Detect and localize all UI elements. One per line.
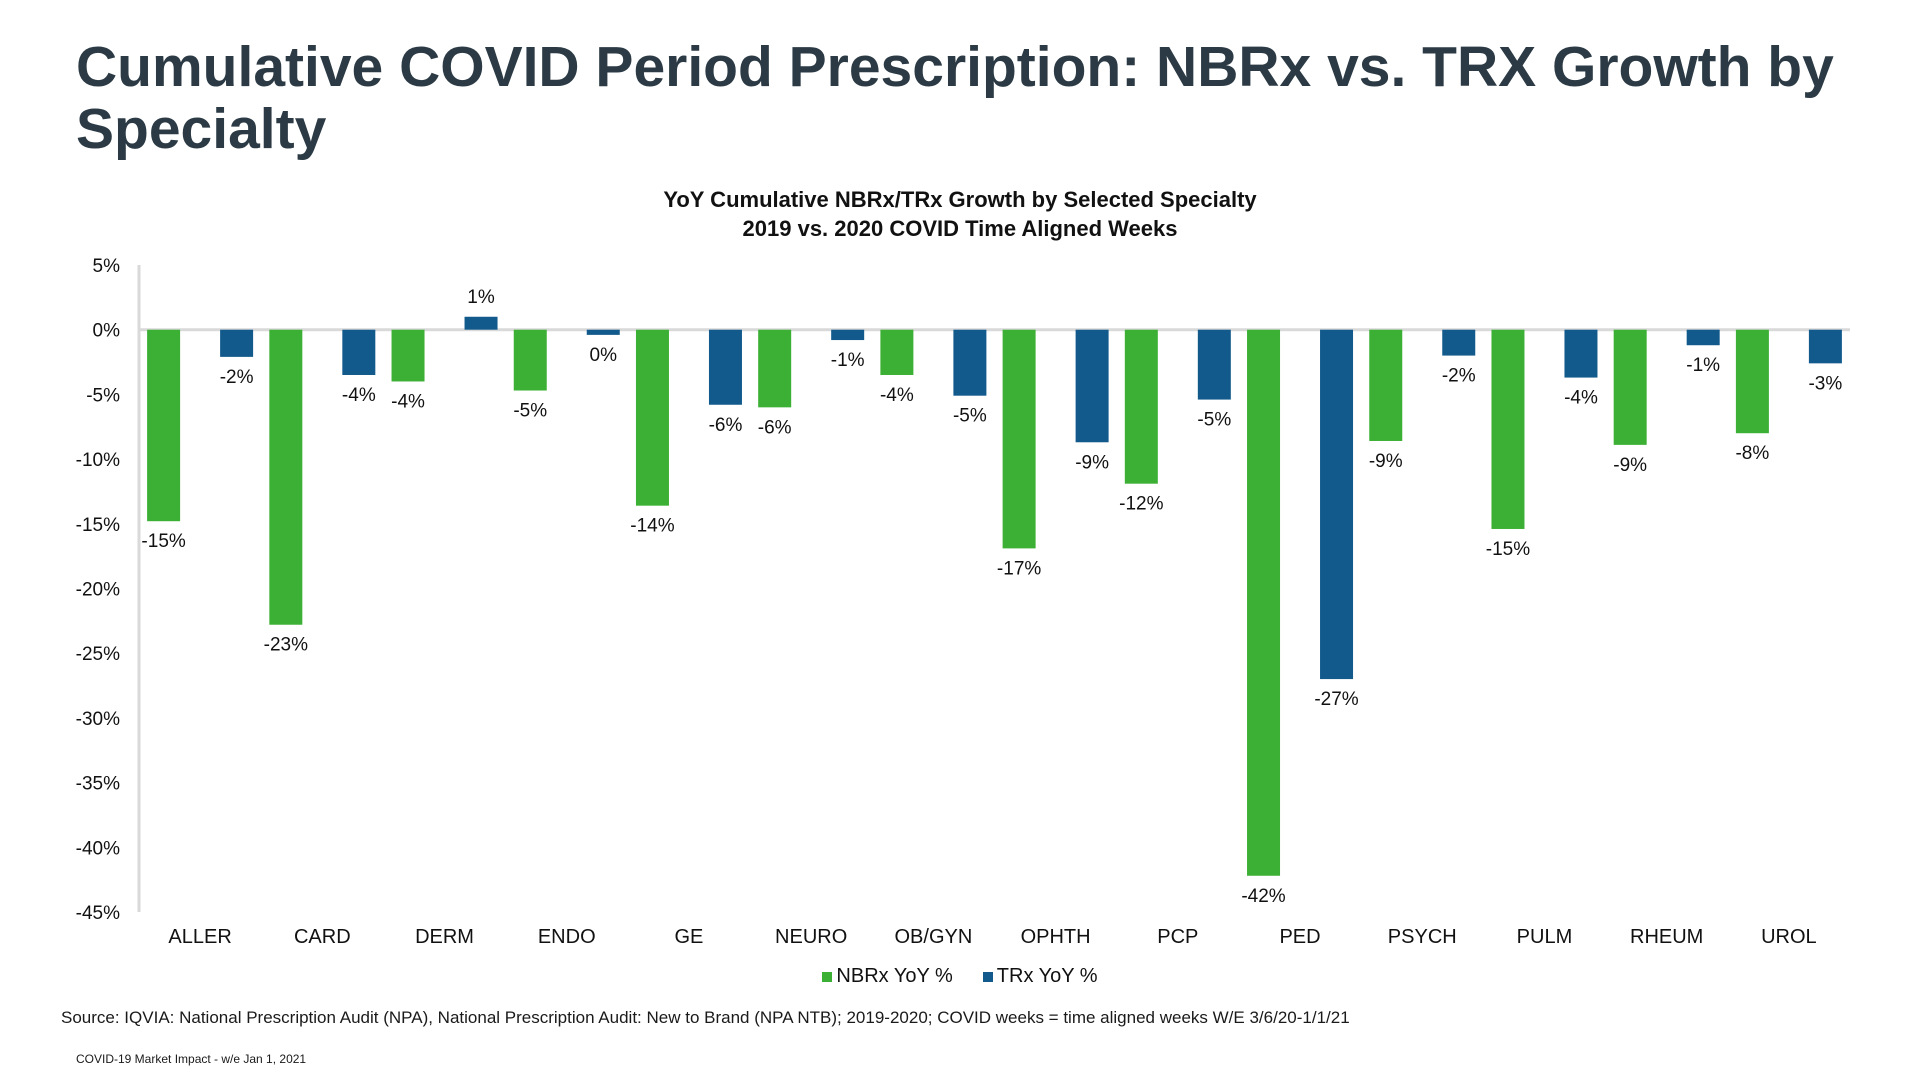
data-label: -1% — [1686, 355, 1720, 376]
x-tick-label: PSYCH — [1388, 926, 1457, 948]
data-label: -9% — [1613, 455, 1647, 476]
y-tick-label: -45% — [76, 903, 120, 924]
y-tick-label: -20% — [76, 580, 120, 601]
data-label: -4% — [1564, 388, 1598, 409]
bar-trx — [1075, 329, 1109, 443]
y-tick-label: -30% — [76, 709, 120, 730]
data-label: -6% — [709, 415, 743, 436]
chart-title: YoY Cumulative NBRx/TRx Growth by Select… — [663, 187, 1257, 212]
y-tick-label: -25% — [76, 644, 120, 665]
bar-trx — [342, 329, 376, 375]
y-tick-label: -35% — [76, 774, 120, 795]
bar-trx — [1197, 329, 1231, 400]
bar-trx — [953, 329, 987, 396]
bar-nbrx — [147, 329, 181, 522]
data-label: -5% — [513, 401, 547, 422]
data-label: -14% — [630, 516, 674, 537]
data-label: -17% — [997, 558, 1041, 579]
bar-nbrx — [1247, 329, 1281, 876]
bar-nbrx — [758, 329, 792, 408]
legend-swatch-nbrx — [822, 971, 833, 982]
data-label: -2% — [1442, 366, 1476, 387]
data-label: -12% — [1119, 494, 1163, 515]
bar-nbrx — [1124, 329, 1158, 484]
data-label: 0% — [590, 345, 618, 366]
source-note: Source: IQVIA: National Prescription Aud… — [61, 1008, 1350, 1027]
x-tick-label: NEURO — [775, 926, 847, 948]
bar-nbrx — [269, 329, 303, 625]
x-tick-label: PED — [1279, 926, 1320, 948]
data-label: 1% — [467, 287, 495, 308]
data-label: -3% — [1808, 373, 1842, 394]
data-label: -6% — [758, 417, 792, 438]
legend-label-nbrx: NBRx YoY % — [836, 965, 953, 987]
slide-title: Cumulative COVID Period Prescription: NB… — [76, 35, 1834, 161]
x-tick-label: OB/GYN — [894, 926, 972, 948]
bar-trx — [1320, 329, 1354, 680]
bar-trx — [1442, 329, 1476, 356]
bar-trx — [220, 329, 254, 357]
footer-note: COVID-19 Market Impact - w/e Jan 1, 2021 — [76, 1052, 307, 1066]
x-tick-label: ALLER — [168, 926, 231, 948]
data-label: -5% — [1197, 410, 1231, 431]
data-label: -2% — [220, 367, 254, 388]
x-tick-label: PCP — [1157, 926, 1198, 948]
legend-item-nbrx: NBRx YoY % — [822, 965, 953, 988]
bar-nbrx — [880, 329, 914, 375]
data-label: -4% — [880, 385, 914, 406]
x-tick-label: DERM — [415, 926, 474, 948]
data-label: -8% — [1735, 443, 1769, 464]
bar-trx — [1564, 329, 1598, 378]
x-tick-label: UROL — [1761, 926, 1817, 948]
data-label: -9% — [1075, 452, 1109, 473]
data-label: -4% — [342, 385, 376, 406]
y-tick-label: -15% — [76, 515, 120, 536]
bar-trx — [464, 316, 498, 330]
data-label: -15% — [141, 531, 185, 552]
x-tick-label: PULM — [1517, 926, 1573, 948]
bar-chart: 5% 0% -5% -10% -15% -20% -25% -30% -35% -40% -45% -… — [76, 256, 1850, 948]
chart-subtitle: 2019 vs. 2020 COVID Time Aligned Weeks — [742, 216, 1178, 241]
y-tick-label: -10% — [76, 450, 120, 471]
y-tick-label: -40% — [76, 838, 120, 859]
bar-nbrx — [635, 329, 669, 506]
x-tick-label: RHEUM — [1630, 926, 1703, 948]
bar-trx — [1686, 329, 1720, 346]
y-tick-label: -5% — [86, 385, 120, 406]
x-tick-label: ENDO — [538, 926, 596, 948]
data-label: -9% — [1369, 451, 1403, 472]
chart-legend: NBRx YoY % TRx YoY % — [0, 965, 1920, 988]
y-tick-label: 5% — [93, 256, 121, 277]
bar-trx — [708, 329, 742, 405]
data-label: -23% — [264, 635, 308, 656]
bar-nbrx — [1613, 329, 1647, 445]
bar-trx — [1808, 329, 1842, 364]
bar-nbrx — [1735, 329, 1769, 434]
legend-item-trx: TRx YoY % — [982, 965, 1098, 988]
x-tick-label: CARD — [294, 926, 351, 948]
data-label: -4% — [391, 391, 425, 412]
bar-nbrx — [513, 329, 547, 391]
data-label: -27% — [1314, 689, 1358, 710]
legend-label-trx: TRx YoY % — [996, 965, 1098, 987]
x-tick-label: GE — [675, 926, 704, 948]
x-tick-label: OPHTH — [1021, 926, 1091, 948]
data-label: -1% — [831, 350, 865, 371]
legend-swatch-trx — [982, 971, 993, 982]
bar-nbrx — [1369, 329, 1403, 441]
bar-nbrx — [1491, 329, 1525, 529]
bar-trx — [586, 329, 620, 335]
data-label: -5% — [953, 406, 987, 427]
data-label: -15% — [1486, 539, 1530, 560]
bar-nbrx — [1002, 329, 1036, 549]
data-label: -42% — [1241, 886, 1285, 907]
y-tick-label: 0% — [93, 321, 121, 342]
bar-trx — [831, 329, 865, 341]
bar-nbrx — [391, 329, 425, 382]
